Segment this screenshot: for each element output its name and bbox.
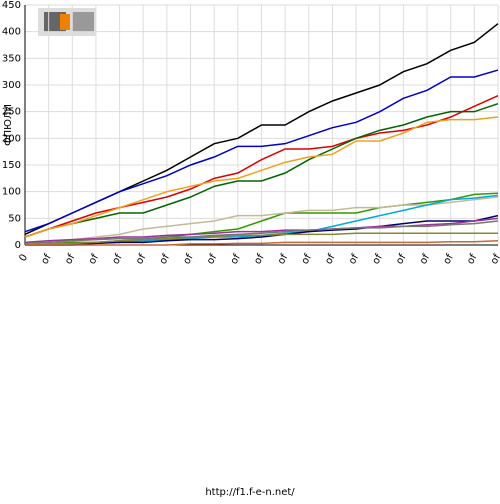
series-line bbox=[24, 69, 499, 233]
series-line bbox=[24, 94, 499, 238]
series-line bbox=[25, 239, 499, 246]
series-line bbox=[24, 116, 499, 238]
y-tick-label: 200 bbox=[2, 133, 21, 144]
y-tick-label: 150 bbox=[2, 160, 21, 171]
series-line bbox=[24, 102, 499, 238]
y-tick-label: 50 bbox=[8, 213, 21, 224]
y-tick-label: 400 bbox=[2, 27, 21, 38]
y-tick-label: 350 bbox=[2, 53, 21, 64]
y-tick-label: 100 bbox=[2, 187, 21, 198]
y-tick-label: 450 bbox=[2, 0, 21, 11]
y-tick-label: 250 bbox=[2, 107, 21, 118]
footer: http://f1.f-e-n.net/ bbox=[205, 487, 295, 498]
y-axis-label: ФПЮЛИ bbox=[3, 104, 14, 146]
series-line bbox=[24, 217, 499, 244]
series-line bbox=[24, 232, 498, 246]
series-line bbox=[24, 220, 499, 245]
series-line bbox=[25, 214, 499, 246]
series-line bbox=[24, 196, 499, 244]
x-tick-label: of bbox=[489, 252, 500, 266]
x-tick-label: 0 bbox=[17, 253, 30, 264]
y-tick-label: 300 bbox=[2, 80, 21, 91]
y-tick-label: 0 bbox=[15, 240, 21, 251]
